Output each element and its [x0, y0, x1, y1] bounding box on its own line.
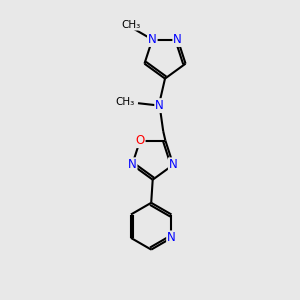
Text: N: N — [128, 158, 136, 171]
Text: N: N — [167, 231, 176, 244]
Text: N: N — [169, 158, 178, 171]
Text: N: N — [148, 33, 157, 46]
Text: CH₃: CH₃ — [122, 20, 141, 30]
Text: O: O — [135, 134, 145, 147]
Text: N: N — [173, 33, 182, 46]
Text: CH₃: CH₃ — [115, 97, 134, 107]
Text: N: N — [155, 99, 164, 112]
